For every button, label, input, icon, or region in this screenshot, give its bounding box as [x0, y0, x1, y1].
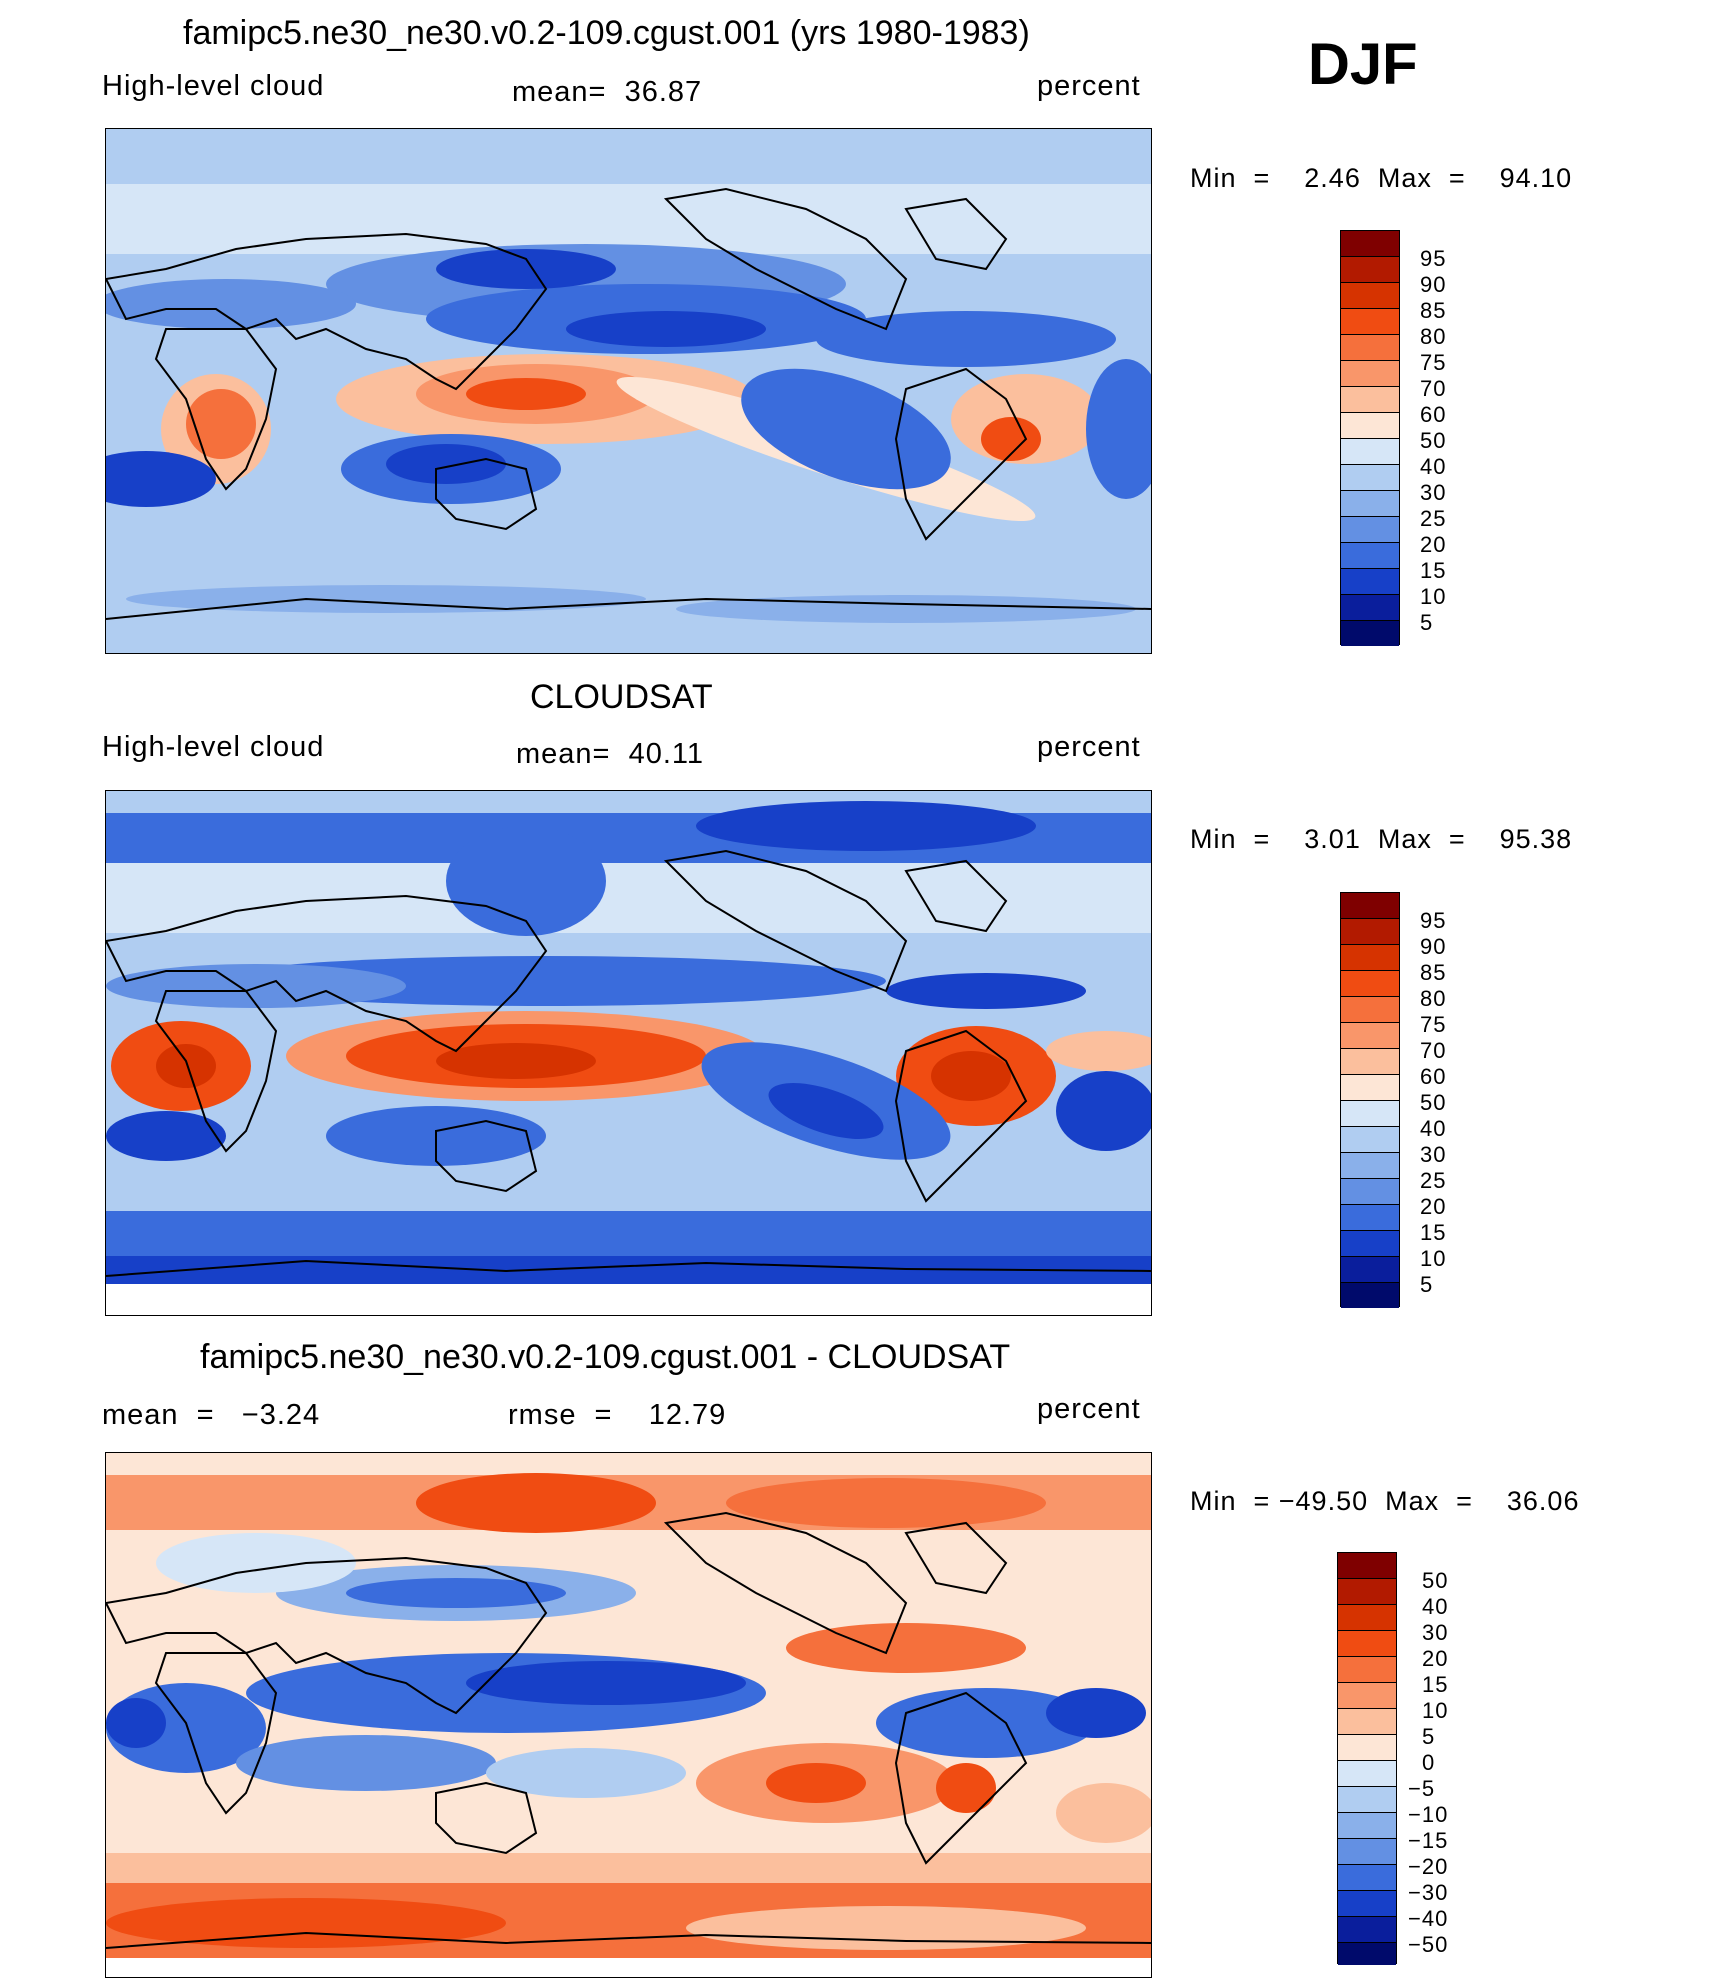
tick-label: 15	[1422, 1672, 1449, 1697]
contour-map	[106, 791, 1151, 1315]
mean-label: mean= 36.87	[512, 76, 703, 108]
tick-label: 60	[1420, 402, 1447, 427]
tick-label: 95	[1420, 908, 1447, 933]
map-panel-model	[105, 128, 1152, 654]
tick-label: 15	[1420, 1220, 1447, 1245]
tick-label: 85	[1420, 960, 1447, 985]
tick-label: −50	[1408, 1932, 1449, 1957]
tick-label: 90	[1420, 934, 1447, 959]
contour-map	[106, 1453, 1151, 1977]
tick-label: 80	[1420, 986, 1447, 1011]
tick-label: 40	[1422, 1594, 1449, 1619]
units-label: percent	[1037, 70, 1141, 102]
units-label: percent	[1037, 731, 1141, 763]
mean-label: mean = −3.24	[102, 1399, 321, 1431]
panel-title: famipc5.ne30_ne30.v0.2-109.cgust.001 - C…	[200, 1338, 1011, 1376]
tick-label: 25	[1420, 1168, 1447, 1193]
minmax-label: Min = 3.01 Max = 95.38	[1190, 824, 1573, 854]
map-panel-obs	[105, 790, 1152, 1316]
tick-label: 20	[1420, 1194, 1447, 1219]
mean-label: mean= 40.11	[516, 738, 705, 770]
tick-label: 50	[1420, 1090, 1447, 1115]
tick-label: 85	[1420, 298, 1447, 323]
tick-label: 75	[1420, 1012, 1447, 1037]
tick-label: 30	[1420, 480, 1447, 505]
tick-label: 50	[1422, 1568, 1449, 1593]
tick-label: 10	[1420, 1246, 1447, 1271]
tick-label: 20	[1420, 532, 1447, 557]
contour-map	[106, 129, 1151, 653]
units-label: percent	[1037, 1393, 1141, 1425]
tick-label: −40	[1408, 1906, 1449, 1931]
tick-label: 60	[1420, 1064, 1447, 1089]
tick-label: 5	[1422, 1724, 1436, 1749]
tick-label: −30	[1408, 1880, 1449, 1905]
tick-label: 75	[1420, 350, 1447, 375]
tick-label: 30	[1420, 1142, 1447, 1167]
tick-label: 20	[1422, 1646, 1449, 1671]
tick-label: 80	[1420, 324, 1447, 349]
rmse-label: rmse = 12.79	[508, 1399, 727, 1431]
tick-label: 70	[1420, 1038, 1447, 1063]
colorbar-diff	[1337, 1552, 1397, 1965]
tick-label: 90	[1420, 272, 1447, 297]
tick-label: 5	[1420, 1272, 1434, 1297]
variable-label: High-level cloud	[102, 70, 325, 102]
tick-label: 40	[1420, 1116, 1447, 1141]
tick-label: 50	[1420, 428, 1447, 453]
panel-title: CLOUDSAT	[530, 678, 713, 716]
colorbar-obs	[1340, 892, 1400, 1308]
tick-label: −5	[1408, 1776, 1436, 1801]
tick-label: −20	[1408, 1854, 1449, 1879]
tick-label: 30	[1422, 1620, 1449, 1645]
tick-label: −15	[1408, 1828, 1449, 1853]
minmax-label: Min = −49.50 Max = 36.06	[1190, 1486, 1580, 1516]
tick-label: 40	[1420, 454, 1447, 479]
map-panel-diff	[105, 1452, 1152, 1978]
colorbar-model	[1340, 230, 1400, 646]
season-label: DJF	[1308, 32, 1418, 97]
tick-label: 25	[1420, 506, 1447, 531]
panel-title: famipc5.ne30_ne30.v0.2-109.cgust.001 (yr…	[183, 14, 1030, 52]
tick-label: 15	[1420, 558, 1447, 583]
minmax-label: Min = 2.46 Max = 94.10	[1190, 163, 1573, 193]
tick-label: 0	[1422, 1750, 1436, 1775]
tick-label: −10	[1408, 1802, 1449, 1827]
tick-label: 5	[1420, 610, 1434, 635]
tick-label: 10	[1420, 584, 1447, 609]
tick-label: 95	[1420, 246, 1447, 271]
variable-label: High-level cloud	[102, 731, 325, 763]
tick-label: 70	[1420, 376, 1447, 401]
tick-label: 10	[1422, 1698, 1449, 1723]
